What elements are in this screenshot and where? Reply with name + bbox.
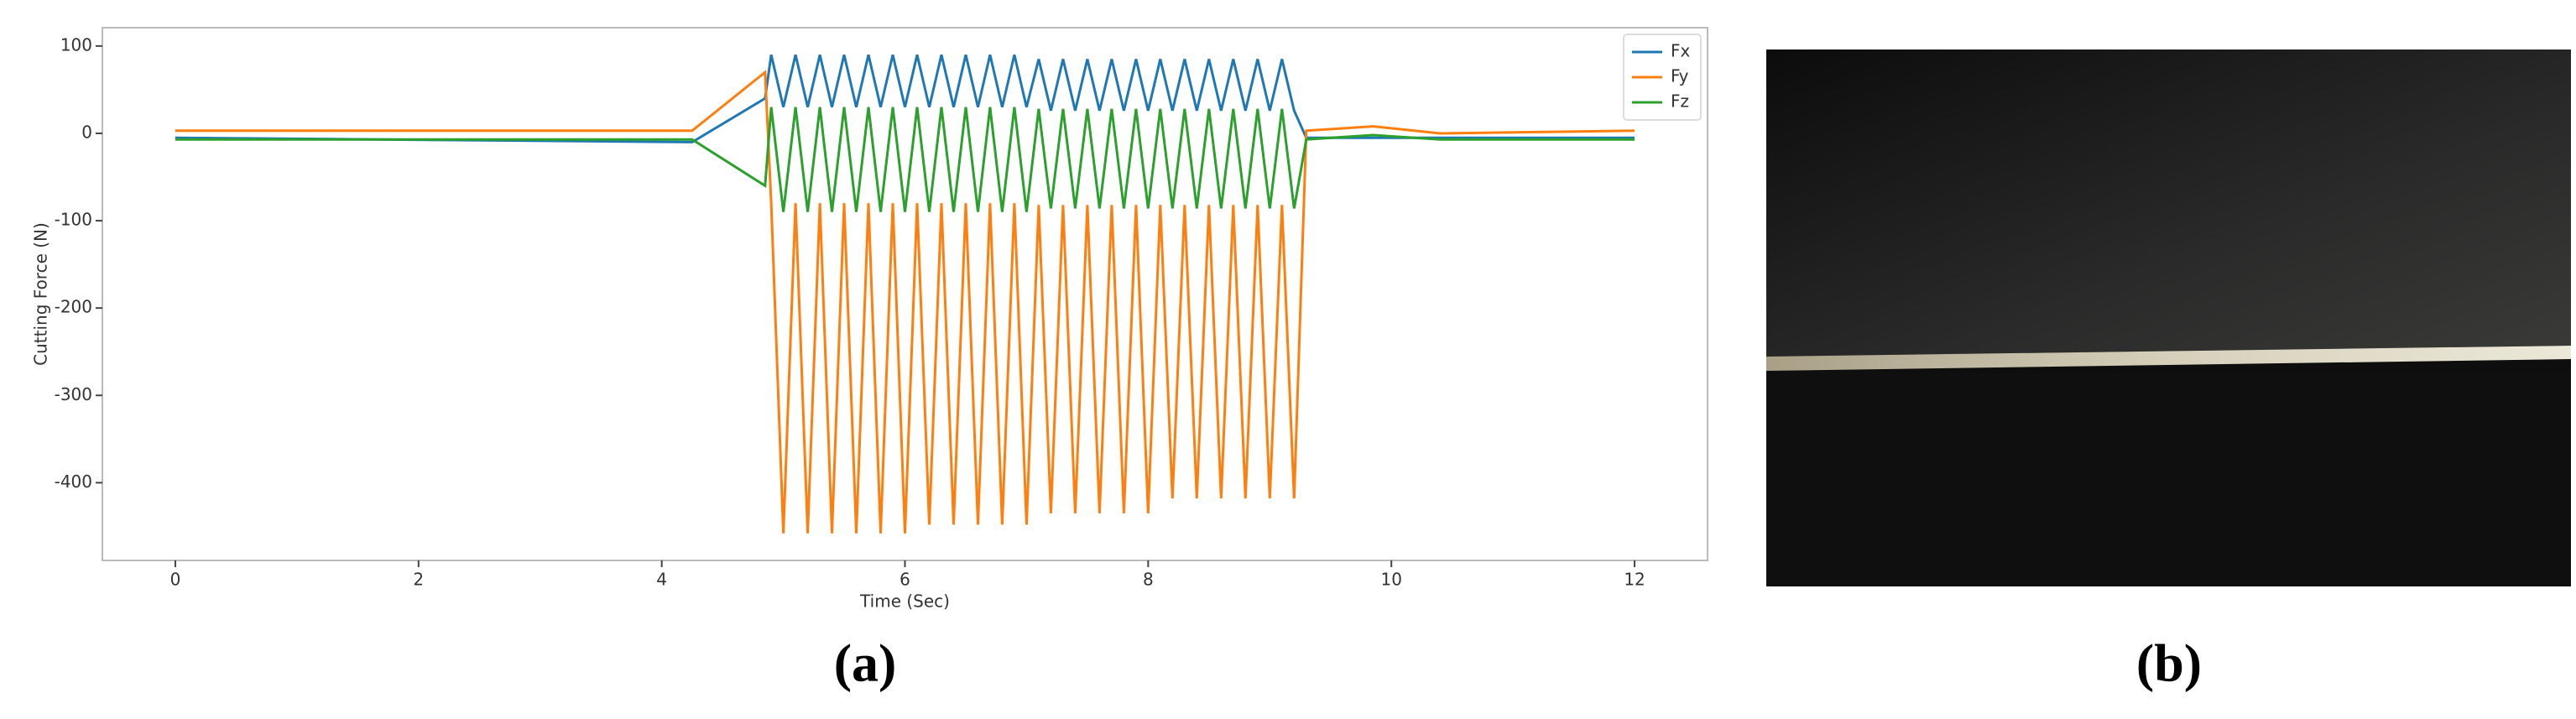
photo (1766, 49, 2571, 586)
x-axis-label: Time (Sec) (859, 591, 950, 612)
x-tick-label: 6 (900, 570, 910, 590)
plot-area (102, 27, 1708, 561)
x-tick-label: 8 (1143, 570, 1154, 590)
y-tick-label: -100 (55, 210, 92, 230)
y-tick-label: 0 (81, 122, 92, 142)
caption: (a) (834, 633, 897, 693)
x-tick-label: 0 (170, 570, 181, 590)
x-tick-label: 10 (1380, 570, 1401, 590)
legend-label: Fx (1671, 41, 1691, 61)
legend-label: Fz (1671, 91, 1689, 112)
caption: (b) (2136, 633, 2202, 693)
y-tick-label: -200 (55, 297, 92, 317)
series-line (175, 54, 1635, 143)
photo-edge (1766, 346, 2571, 371)
series-line (175, 107, 1635, 212)
y-axis-label: Cutting Force (N) (31, 222, 51, 366)
photo-surface (1766, 49, 2571, 357)
chart: 0 2 4 6 8 10 12 -400 -300 -200 -100 0 100 Time (Sec) C… (31, 27, 1708, 612)
y-tick-label: -300 (55, 384, 92, 404)
y-tick-label: -400 (55, 472, 92, 492)
legend-label: Fy (1671, 66, 1689, 86)
x-tick-label: 4 (656, 570, 667, 590)
series-line (175, 70, 1635, 534)
x-tick-label: 2 (413, 570, 424, 590)
y-tick-label: 100 (60, 34, 92, 55)
x-tick-label: 12 (1624, 570, 1645, 590)
photo-shadow (1766, 371, 2571, 586)
